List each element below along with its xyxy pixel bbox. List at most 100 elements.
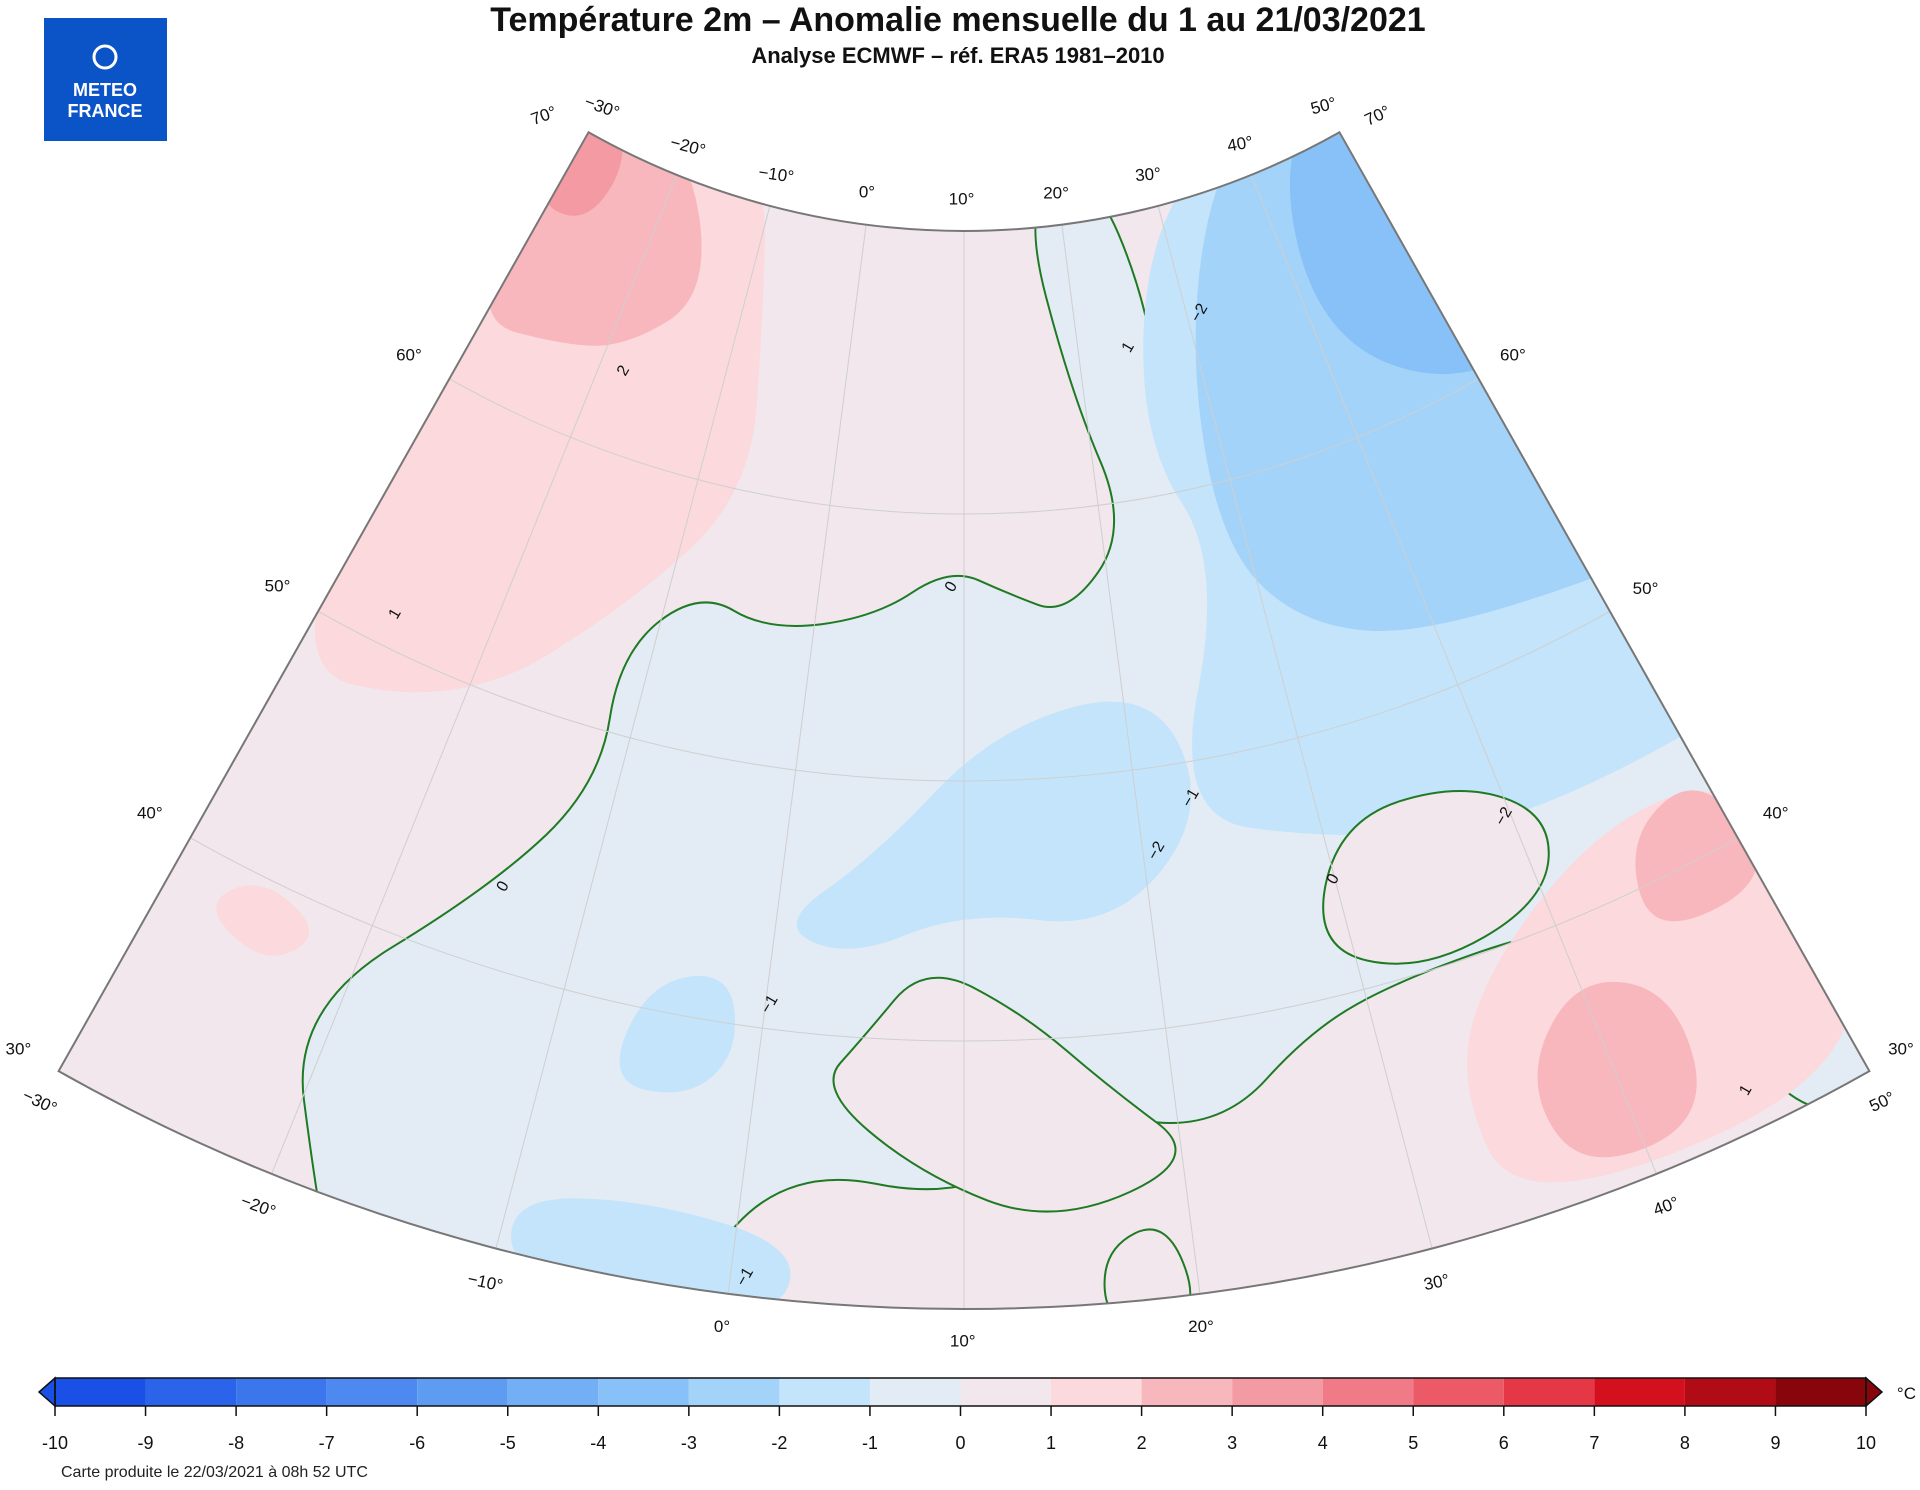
- anomaly-field: [58, 132, 1870, 1309]
- colorbar-bin: [960, 1378, 1052, 1406]
- colorbar-tick-label: 4: [1318, 1433, 1328, 1453]
- graticule-label: 40°: [1763, 804, 1789, 823]
- meridian: [1061, 224, 1201, 1294]
- colorbar-tick-label: 7: [1589, 1433, 1599, 1453]
- colorbar-bin: [1413, 1378, 1504, 1406]
- colorbar-tick-label: -10: [42, 1433, 68, 1453]
- map-subtitle: Analyse ECMWF – réf. ERA5 1981–2010: [751, 43, 1164, 68]
- graticule-label: −20°: [668, 133, 707, 161]
- colorbar-bin: [1051, 1378, 1142, 1406]
- graticule-label: 70°: [1362, 102, 1393, 130]
- contour-label: −1: [758, 992, 782, 1016]
- graticule-label: 40°: [1226, 132, 1255, 155]
- anomaly-zone: [796, 701, 1192, 949]
- colorbar-tick-label: 6: [1499, 1433, 1509, 1453]
- colorbar-tick-label: 2: [1137, 1433, 1147, 1453]
- colorbar-tick-label: -6: [409, 1433, 425, 1453]
- anomaly-zone: [1537, 981, 1697, 1158]
- colorbar-tick-label: -3: [681, 1433, 697, 1453]
- graticule-label: 0°: [859, 182, 875, 201]
- anomaly-zone: [488, 132, 702, 346]
- graticule-label: 20°: [1188, 1317, 1214, 1336]
- colorbar-tick-label: -5: [500, 1433, 516, 1453]
- meridian: [1250, 174, 1657, 1175]
- parallel: [190, 837, 1738, 1042]
- anomaly-zone: [216, 885, 310, 956]
- graticule-label: 60°: [1500, 346, 1526, 365]
- colorbar-tick-label: 10: [1856, 1433, 1876, 1453]
- meridian: [1157, 205, 1433, 1249]
- logo-icon: [92, 44, 118, 70]
- colorbar-bin: [1594, 1378, 1685, 1406]
- meridian: [495, 205, 771, 1249]
- graticule-label: 50°: [1866, 1088, 1897, 1116]
- graticule-label: −10°: [757, 163, 795, 187]
- contour-label: −2: [1492, 804, 1516, 828]
- colorbar-bin: [1232, 1378, 1323, 1406]
- graticule-label: 0°: [714, 1317, 730, 1336]
- graticule-label: 50°: [1633, 579, 1659, 598]
- parallel: [449, 378, 1479, 515]
- graticule-label: 50°: [265, 576, 291, 595]
- graticule-label: 30°: [6, 1039, 32, 1058]
- colorbar-tick-label: 1: [1046, 1433, 1056, 1453]
- anomaly-zone: [1322, 789, 1550, 965]
- colorbar-bin: [779, 1378, 870, 1406]
- colorbar-bin: [326, 1378, 418, 1406]
- meridian: [727, 224, 867, 1294]
- colorbar-bin: [55, 1378, 146, 1406]
- colorbar-bin: [236, 1378, 327, 1406]
- anomaly-zone: [1635, 790, 1757, 922]
- graticule-label: 30°: [1888, 1039, 1914, 1058]
- graticule-label: 60°: [396, 346, 422, 365]
- logo-text: FRANCE: [68, 101, 143, 121]
- logo-box: [44, 18, 167, 141]
- colorbar-tick-label: -7: [319, 1433, 335, 1453]
- colorbar-bin: [417, 1378, 508, 1406]
- colorbar-bin: [507, 1378, 599, 1406]
- colorbar-tick-label: 3: [1227, 1433, 1237, 1453]
- colorbar-bin: [1503, 1378, 1595, 1406]
- graticule-label: −20°: [238, 1191, 278, 1221]
- anomaly-zone: [619, 975, 736, 1093]
- graticule-label: 50°: [1309, 93, 1339, 118]
- graticule-label: −30°: [20, 1086, 60, 1118]
- colorbar-tick-label: 0: [955, 1433, 965, 1453]
- colorbar-tick-label: -9: [138, 1433, 154, 1453]
- graticule-label: −30°: [582, 92, 622, 122]
- colorbar-bin: [688, 1378, 780, 1406]
- parallel: [317, 610, 1611, 782]
- footer: Carte produite le 22/03/2021 à 08h 52 UT…: [61, 1464, 368, 1481]
- colorbar-tick-label: -2: [771, 1433, 787, 1453]
- anomaly-zone: [544, 132, 623, 216]
- contour-label: −2: [1145, 839, 1169, 863]
- graticule-label: 40°: [1651, 1193, 1682, 1220]
- colorbar-arrow-low: [37, 1376, 56, 1408]
- colorbar-tick-label: 8: [1680, 1433, 1690, 1453]
- colorbar: -10 -9 -8 -7 -6 -5 -4 -3 -2 -1 0 1 2 3 4 5 6 7 8 9 10°C: [37, 1376, 1916, 1453]
- graticule-label: 10°: [949, 190, 975, 209]
- contour-label: −1: [1179, 786, 1203, 810]
- contour-label: −2: [1188, 301, 1212, 325]
- colorbar-tick-label: -1: [862, 1433, 878, 1453]
- graticule-label: −10°: [466, 1269, 505, 1295]
- contour-label: −1: [733, 1265, 757, 1289]
- colorbar-bin: [145, 1378, 237, 1406]
- graticule-label: 70°: [528, 102, 559, 129]
- graticule-label: 40°: [137, 804, 163, 823]
- logo-text: METEO: [73, 80, 137, 100]
- anomaly-zone: [832, 976, 1177, 1213]
- map-title: Température 2m – Anomalie mensuelle du 1…: [490, 1, 1425, 39]
- colorbar-unit: °C: [1897, 1384, 1916, 1403]
- graticule-label: 30°: [1422, 1270, 1451, 1294]
- colorbar-bin: [1322, 1378, 1414, 1406]
- colorbar-bin: [1775, 1378, 1866, 1406]
- graticule-label: 20°: [1043, 184, 1069, 203]
- colorbar-tick-label: 5: [1408, 1433, 1418, 1453]
- colorbar-bin: [1684, 1378, 1776, 1406]
- graticule-label: 10°: [950, 1332, 976, 1351]
- labels: 70° −30°−20°−10°0° 10° 20°30°40°50° 70°60° 60…: [6, 92, 1914, 1351]
- meridian: [271, 174, 678, 1175]
